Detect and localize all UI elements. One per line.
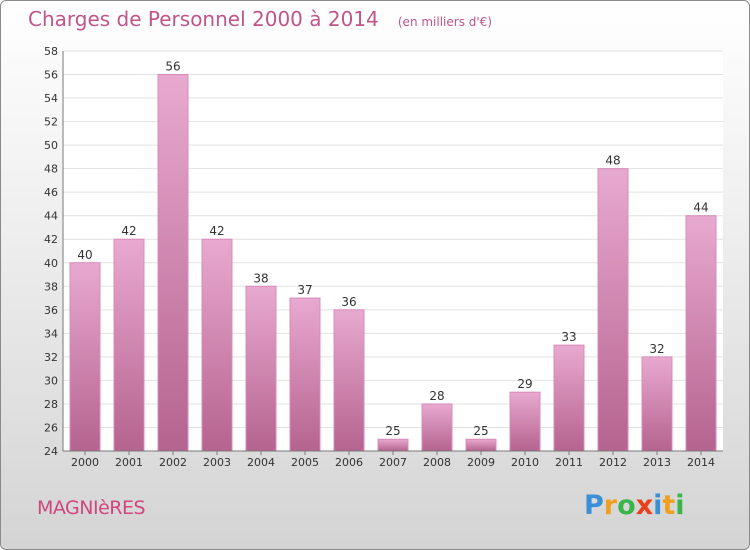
logo-letter: o <box>617 490 636 521</box>
bar-2001 <box>113 238 145 452</box>
bar-2008 <box>421 403 453 452</box>
data-label-2009: 25 <box>473 424 488 438</box>
bar-2005 <box>289 297 321 452</box>
x-tick-label-2005: 2005 <box>291 456 319 469</box>
data-label-2007: 25 <box>385 424 400 438</box>
y-tick-label: 46 <box>44 186 58 199</box>
y-tick-label: 30 <box>44 374 58 387</box>
data-label-2001: 42 <box>121 224 136 238</box>
x-tick-label-2012: 2012 <box>599 456 627 469</box>
y-tick-label: 34 <box>44 327 58 340</box>
x-tick-label-2009: 2009 <box>467 456 495 469</box>
data-label-2010: 29 <box>517 377 532 391</box>
logo-letter: t <box>662 490 676 521</box>
logo-letter: i <box>653 490 663 521</box>
x-tick-label-2014: 2014 <box>687 456 715 469</box>
x-tick-label-2007: 2007 <box>379 456 407 469</box>
data-label-2000: 40 <box>77 248 92 262</box>
logo-letter: P <box>584 490 604 521</box>
x-tick-label-2000: 2000 <box>71 456 99 469</box>
y-tick-label: 56 <box>44 69 58 82</box>
logo-letter: x <box>635 490 654 521</box>
title-row: Charges de Personnel 2000 à 2014 (en mil… <box>28 7 492 31</box>
data-label-2005: 37 <box>297 283 312 297</box>
x-tick-label-2003: 2003 <box>203 456 231 469</box>
y-tick-label: 38 <box>44 280 58 293</box>
y-tick-label: 32 <box>44 351 58 364</box>
data-label-2014: 44 <box>693 201 708 215</box>
y-tick-label: 36 <box>44 304 58 317</box>
y-tick-label: 50 <box>44 139 58 152</box>
data-label-2012: 48 <box>605 154 620 168</box>
bar-2004 <box>245 285 277 452</box>
y-tick-label: 24 <box>44 445 58 458</box>
x-tick-label-2001: 2001 <box>115 456 143 469</box>
data-label-2006: 36 <box>341 295 356 309</box>
logo-letter: r <box>603 490 618 521</box>
data-label-2013: 32 <box>649 342 664 356</box>
bar-2012 <box>597 168 629 452</box>
x-tick-label-2013: 2013 <box>643 456 671 469</box>
x-tick-label-2011: 2011 <box>555 456 583 469</box>
logo-letter: i <box>675 490 685 521</box>
data-labels: 40 42 56 42 38 37 36 25 28 25 29 33 48 32 44 <box>77 60 708 439</box>
bars <box>69 74 717 452</box>
y-tick-label: 26 <box>44 421 58 434</box>
y-tick-label: 40 <box>44 257 58 270</box>
bar-2007 <box>377 438 409 452</box>
chart-title: Charges de Personnel 2000 à 2014 <box>28 7 379 31</box>
x-tick-label-2002: 2002 <box>159 456 187 469</box>
x-tick-label-2006: 2006 <box>335 456 363 469</box>
bar-2002 <box>157 74 189 452</box>
x-tick-label-2008: 2008 <box>423 456 451 469</box>
bar-2000 <box>69 262 101 452</box>
data-label-2011: 33 <box>561 330 576 344</box>
y-tick-label: 48 <box>44 163 58 176</box>
chart-subtitle: (en milliers d'€) <box>397 15 492 29</box>
bar-2006 <box>333 309 365 452</box>
y-tick-labels: 24 26 28 30 32 34 36 38 40 42 44 46 48 50 52 54 56 58 <box>44 45 58 458</box>
y-tick-label: 58 <box>44 45 58 58</box>
commune-name: MAGNIèRES <box>37 497 146 519</box>
bar-2003 <box>201 238 233 452</box>
data-label-2002: 56 <box>165 60 180 74</box>
y-tick-label: 42 <box>44 233 58 246</box>
x-tick-label-2010: 2010 <box>511 456 539 469</box>
data-label-2004: 38 <box>253 271 268 285</box>
bar-2010 <box>509 391 541 452</box>
y-tick-label: 52 <box>44 116 58 129</box>
data-label-2008: 28 <box>429 389 444 403</box>
y-tick-label: 54 <box>44 92 58 105</box>
data-label-2003: 42 <box>209 224 224 238</box>
bar-2013 <box>641 356 673 452</box>
proxiti-logo: Proxiti <box>584 490 685 521</box>
bar-2011 <box>553 344 585 452</box>
y-tick-label: 28 <box>44 398 58 411</box>
y-tick-label: 44 <box>44 210 58 223</box>
x-tick-labels: 2000 2001 2002 2003 2004 2005 2006 2007 2008 2009… <box>71 451 715 469</box>
bar-2009 <box>465 438 497 452</box>
bar-2014 <box>685 215 717 452</box>
x-tick-label-2004: 2004 <box>247 456 275 469</box>
